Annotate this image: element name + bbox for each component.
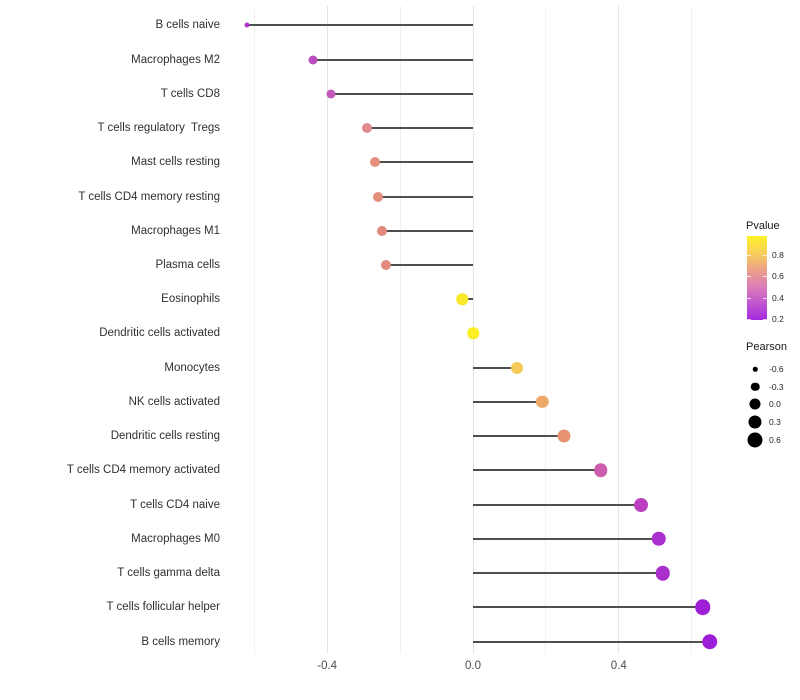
lollipop-stem bbox=[473, 572, 663, 575]
grid-minor-line bbox=[399, 6, 401, 654]
x-axis-tick-label: 0.0 bbox=[465, 660, 481, 672]
pvalue-tick-label: 0.8 bbox=[772, 250, 784, 261]
pvalue-tickmark bbox=[747, 318, 751, 320]
pvalue-tickmark bbox=[747, 255, 751, 257]
pearson-legend-label: -0.3 bbox=[769, 381, 784, 392]
lollipop-stem bbox=[367, 127, 473, 130]
pvalue-tickmark bbox=[747, 276, 751, 278]
pearson-legend-dot-icon bbox=[747, 432, 763, 448]
lollipop-dot bbox=[536, 395, 549, 409]
pearson-legend-item: 0.0 bbox=[740, 395, 800, 413]
y-axis-label: T cells CD4 memory resting bbox=[78, 190, 220, 203]
y-axis-label: Mast cells resting bbox=[131, 156, 220, 169]
pvalue-tickmark bbox=[747, 297, 751, 299]
lollipop-stem bbox=[473, 435, 565, 438]
lollipop-dot bbox=[633, 497, 648, 512]
lollipop-dot bbox=[593, 463, 608, 478]
lollipop-stem bbox=[473, 537, 659, 540]
pvalue-tickmark bbox=[763, 255, 767, 257]
y-axis-label: Dendritic cells activated bbox=[99, 327, 220, 340]
lollipop-stem bbox=[473, 606, 703, 609]
pvalue-tickmark bbox=[763, 318, 767, 320]
pvalue-tick-label: 0.2 bbox=[772, 313, 784, 324]
lollipop-dot bbox=[510, 361, 523, 374]
pearson-legend-dot-icon bbox=[750, 382, 760, 391]
lollipop-stem bbox=[473, 400, 543, 403]
lollipop-dot bbox=[380, 259, 391, 270]
lollipop-dot bbox=[651, 531, 667, 547]
lollipop-stem bbox=[473, 640, 710, 643]
lollipop-stem bbox=[473, 469, 601, 472]
pearson-legend-dot-icon bbox=[748, 415, 762, 429]
pvalue-tickmark bbox=[763, 276, 767, 278]
lollipop-dot bbox=[376, 225, 387, 236]
x-axis-tick-label: 0.4 bbox=[610, 660, 627, 672]
lollipop-stem bbox=[247, 24, 473, 27]
y-axis-label: B cells naive bbox=[155, 19, 220, 32]
pearson-legend-item: -0.6 bbox=[740, 360, 800, 378]
y-axis-label: T cells CD4 memory activated bbox=[66, 464, 220, 477]
lollipop-dot bbox=[373, 191, 384, 202]
lollipop-dot bbox=[694, 599, 711, 616]
pearson-legend-dot-icon bbox=[752, 366, 758, 372]
pvalue-legend-title: Pvalue bbox=[746, 220, 780, 232]
y-axis-label: NK cells activated bbox=[128, 395, 220, 408]
pearson-legend-dot-icon bbox=[749, 398, 761, 410]
lollipop-stem bbox=[374, 161, 473, 164]
lollipop-dot bbox=[326, 89, 336, 99]
pearson-legend-label: 0.6 bbox=[769, 434, 781, 445]
grid-minor-line bbox=[253, 6, 255, 654]
lollipop-dot bbox=[655, 565, 670, 581]
y-axis-label: T cells regulatory Tregs bbox=[97, 122, 220, 135]
y-axis-label: T cells gamma delta bbox=[117, 567, 220, 580]
y-axis-label: B cells memory bbox=[141, 635, 220, 648]
pearson-legend-label: 0.3 bbox=[769, 417, 781, 428]
pvalue-tick-label: 0.6 bbox=[772, 271, 784, 282]
pvalue-tick-label: 0.4 bbox=[772, 292, 784, 303]
y-axis-label: Monocytes bbox=[164, 361, 220, 374]
pearson-legend-label: 0.0 bbox=[769, 399, 781, 410]
lollipop-dot bbox=[557, 429, 571, 443]
y-axis-label: Macrophages M0 bbox=[131, 532, 220, 545]
lollipop-dot bbox=[362, 123, 373, 134]
lollipop-stem bbox=[385, 263, 473, 266]
pearson-legend-label: -0.6 bbox=[769, 364, 784, 374]
lollipop-stem bbox=[378, 195, 473, 198]
pearson-legend-item: -0.3 bbox=[740, 378, 800, 396]
lollipop-stem bbox=[381, 229, 473, 232]
y-axis-label: Eosinophils bbox=[161, 293, 220, 306]
lollipop-dot bbox=[456, 293, 468, 305]
lollipop-dot bbox=[467, 327, 479, 340]
grid-major-line bbox=[618, 6, 620, 654]
pearson-legend-title: Pearson bbox=[746, 341, 787, 353]
pearson-legend-item: 0.6 bbox=[740, 431, 800, 449]
pvalue-colorbar bbox=[747, 236, 767, 320]
pearson-legend-item: 0.3 bbox=[740, 413, 800, 431]
y-axis-label: Dendritic cells resting bbox=[110, 430, 220, 443]
pvalue-gradient bbox=[747, 236, 767, 320]
grid-minor-line bbox=[691, 6, 693, 654]
y-axis-label: Macrophages M1 bbox=[131, 224, 220, 237]
lollipop-dot bbox=[369, 157, 380, 168]
lollipop-stem bbox=[312, 58, 473, 61]
lollipop-dot bbox=[702, 633, 718, 650]
grid-minor-line bbox=[545, 6, 547, 654]
pvalue-tickmark bbox=[763, 297, 767, 299]
y-axis-label: T cells CD4 naive bbox=[130, 498, 220, 511]
y-axis-label: Macrophages M2 bbox=[131, 53, 220, 66]
lollipop-stem bbox=[473, 503, 641, 506]
lollipop-dot bbox=[244, 22, 250, 28]
lollipop-stem bbox=[330, 92, 473, 95]
lollipop-dot bbox=[308, 55, 318, 65]
y-axis-label: T cells follicular helper bbox=[106, 601, 220, 614]
y-axis-label: T cells CD8 bbox=[160, 87, 220, 100]
x-axis-tick-label: -0.4 bbox=[317, 660, 338, 672]
y-axis-label: Plasma cells bbox=[155, 258, 220, 271]
lollipop-stem bbox=[473, 366, 517, 369]
grid-major-line bbox=[326, 6, 328, 654]
